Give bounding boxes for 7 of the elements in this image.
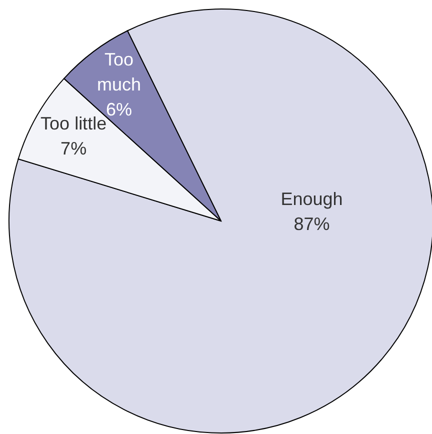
slice-label: Too little (40, 114, 107, 134)
data-label: 7% (60, 138, 87, 159)
pie-slice (8, 8, 432, 434)
slice-label: Enough (280, 188, 343, 209)
data-label: 87% (294, 214, 330, 234)
data-label: 6% (106, 100, 132, 120)
slice-label: Too much (96, 50, 141, 95)
